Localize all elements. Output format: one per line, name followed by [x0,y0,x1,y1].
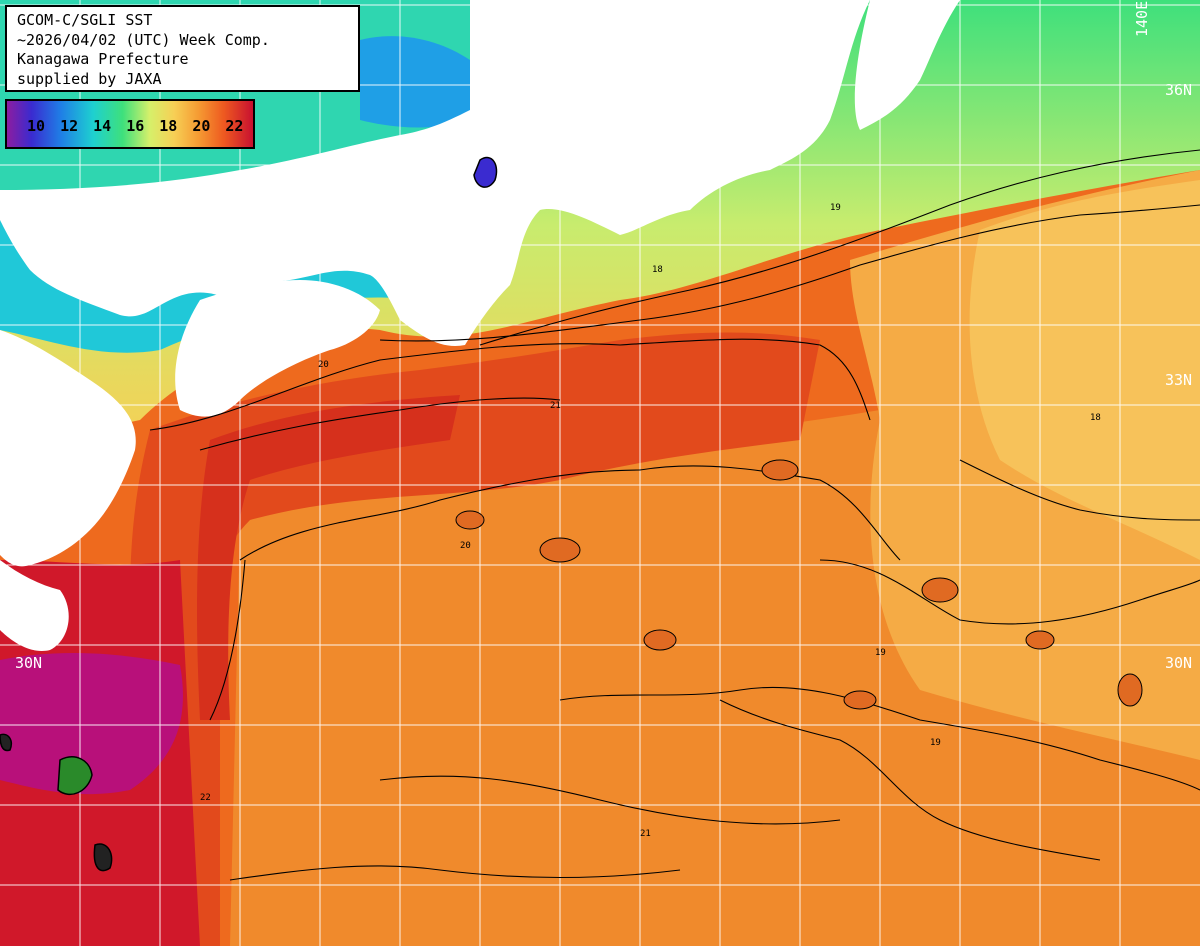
title-line-product: GCOM-C/SGLI SST [17,11,153,29]
contour-21c [379,775,841,825]
legend-value: 22 [225,117,244,135]
sst-region-blue-patch [360,36,470,128]
land-kyushu-south [0,560,69,651]
eddy-patches [455,459,1143,710]
legend-value: 14 [93,117,112,135]
label-lat-36n: 36N [1165,81,1192,99]
contour-label: 21 [550,401,561,411]
contour-label: 21 [640,829,651,839]
eddy-6 [1025,630,1055,650]
contour-19d [719,699,1101,861]
contour-19b [819,559,1200,625]
contour-label: 19 [875,648,886,658]
contour-21a [199,397,561,451]
contour-label: 20 [318,360,329,370]
coordinate-labels: 36N 33N 30N 30N 136E 140E [15,0,1192,672]
title-line-credit: supplied by JAXA [17,69,162,88]
sst-region-southwest-magenta [0,653,183,795]
contour-label: 20 [460,541,471,551]
land-small-island [25,623,52,651]
eddy-1 [539,537,581,563]
island-blob-3 [0,733,12,752]
contour-label: 18 [1090,413,1101,423]
contour-18 [479,149,1200,346]
eddy-5 [921,577,959,603]
eddy-4 [643,629,677,651]
land-shikoku [175,280,380,417]
legend-values: 10 12 14 16 18 20 22 [27,117,243,135]
contour-label: 22 [200,793,211,803]
contour-label: 19 [830,203,841,213]
eddy-3 [761,459,799,481]
sst-region-kuroshio [100,332,820,946]
contour-lines [149,149,1200,881]
eddy-2 [455,510,485,530]
contour-20c [559,686,1200,791]
land-kyushu [0,330,136,567]
label-lon-140e: 140E [1133,1,1151,37]
island-blobs [0,156,498,872]
title-line-date: ~2026/04/02 (UTC) Week Comp. [17,30,270,49]
island-blob-4 [473,156,498,188]
map-title-box: GCOM-C/SGLI SST ~2026/04/02 (UTC) Week C… [5,5,360,92]
contour-label: 19 [930,738,941,748]
contour-19c [959,459,1200,521]
label-lat-30n-west: 30N [15,654,42,672]
legend-value: 16 [126,117,145,135]
contour-20d [229,865,681,881]
island-blob-1 [57,756,93,796]
contour-19 [379,204,1200,342]
label-lat-33n: 33N [1165,371,1192,389]
contour-20b [239,465,901,561]
eddy-8 [1117,673,1143,707]
legend-value: 20 [192,117,211,135]
sst-region-pale-east [969,180,1200,560]
title-line-region: Kanagawa Prefecture [17,50,189,68]
label-lon-136e: 136E [494,0,512,35]
island-blob-2 [93,843,113,872]
legend-value: 18 [159,117,178,135]
contour-21b [209,559,246,721]
legend-value: 10 [27,117,46,135]
contour-label: 18 [652,265,663,275]
label-lat-30n-east: 30N [1165,654,1192,672]
sst-color-legend: 10 12 14 16 18 20 22 [5,99,255,149]
legend-value: 12 [60,117,79,135]
contour-20a [149,338,871,431]
contour-value-labels: 18 19 20 21 22 20 19 21 19 18 [200,203,1101,839]
land-honshu-east [854,0,960,130]
eddy-7 [843,690,877,710]
land-honshu-north [0,0,870,346]
